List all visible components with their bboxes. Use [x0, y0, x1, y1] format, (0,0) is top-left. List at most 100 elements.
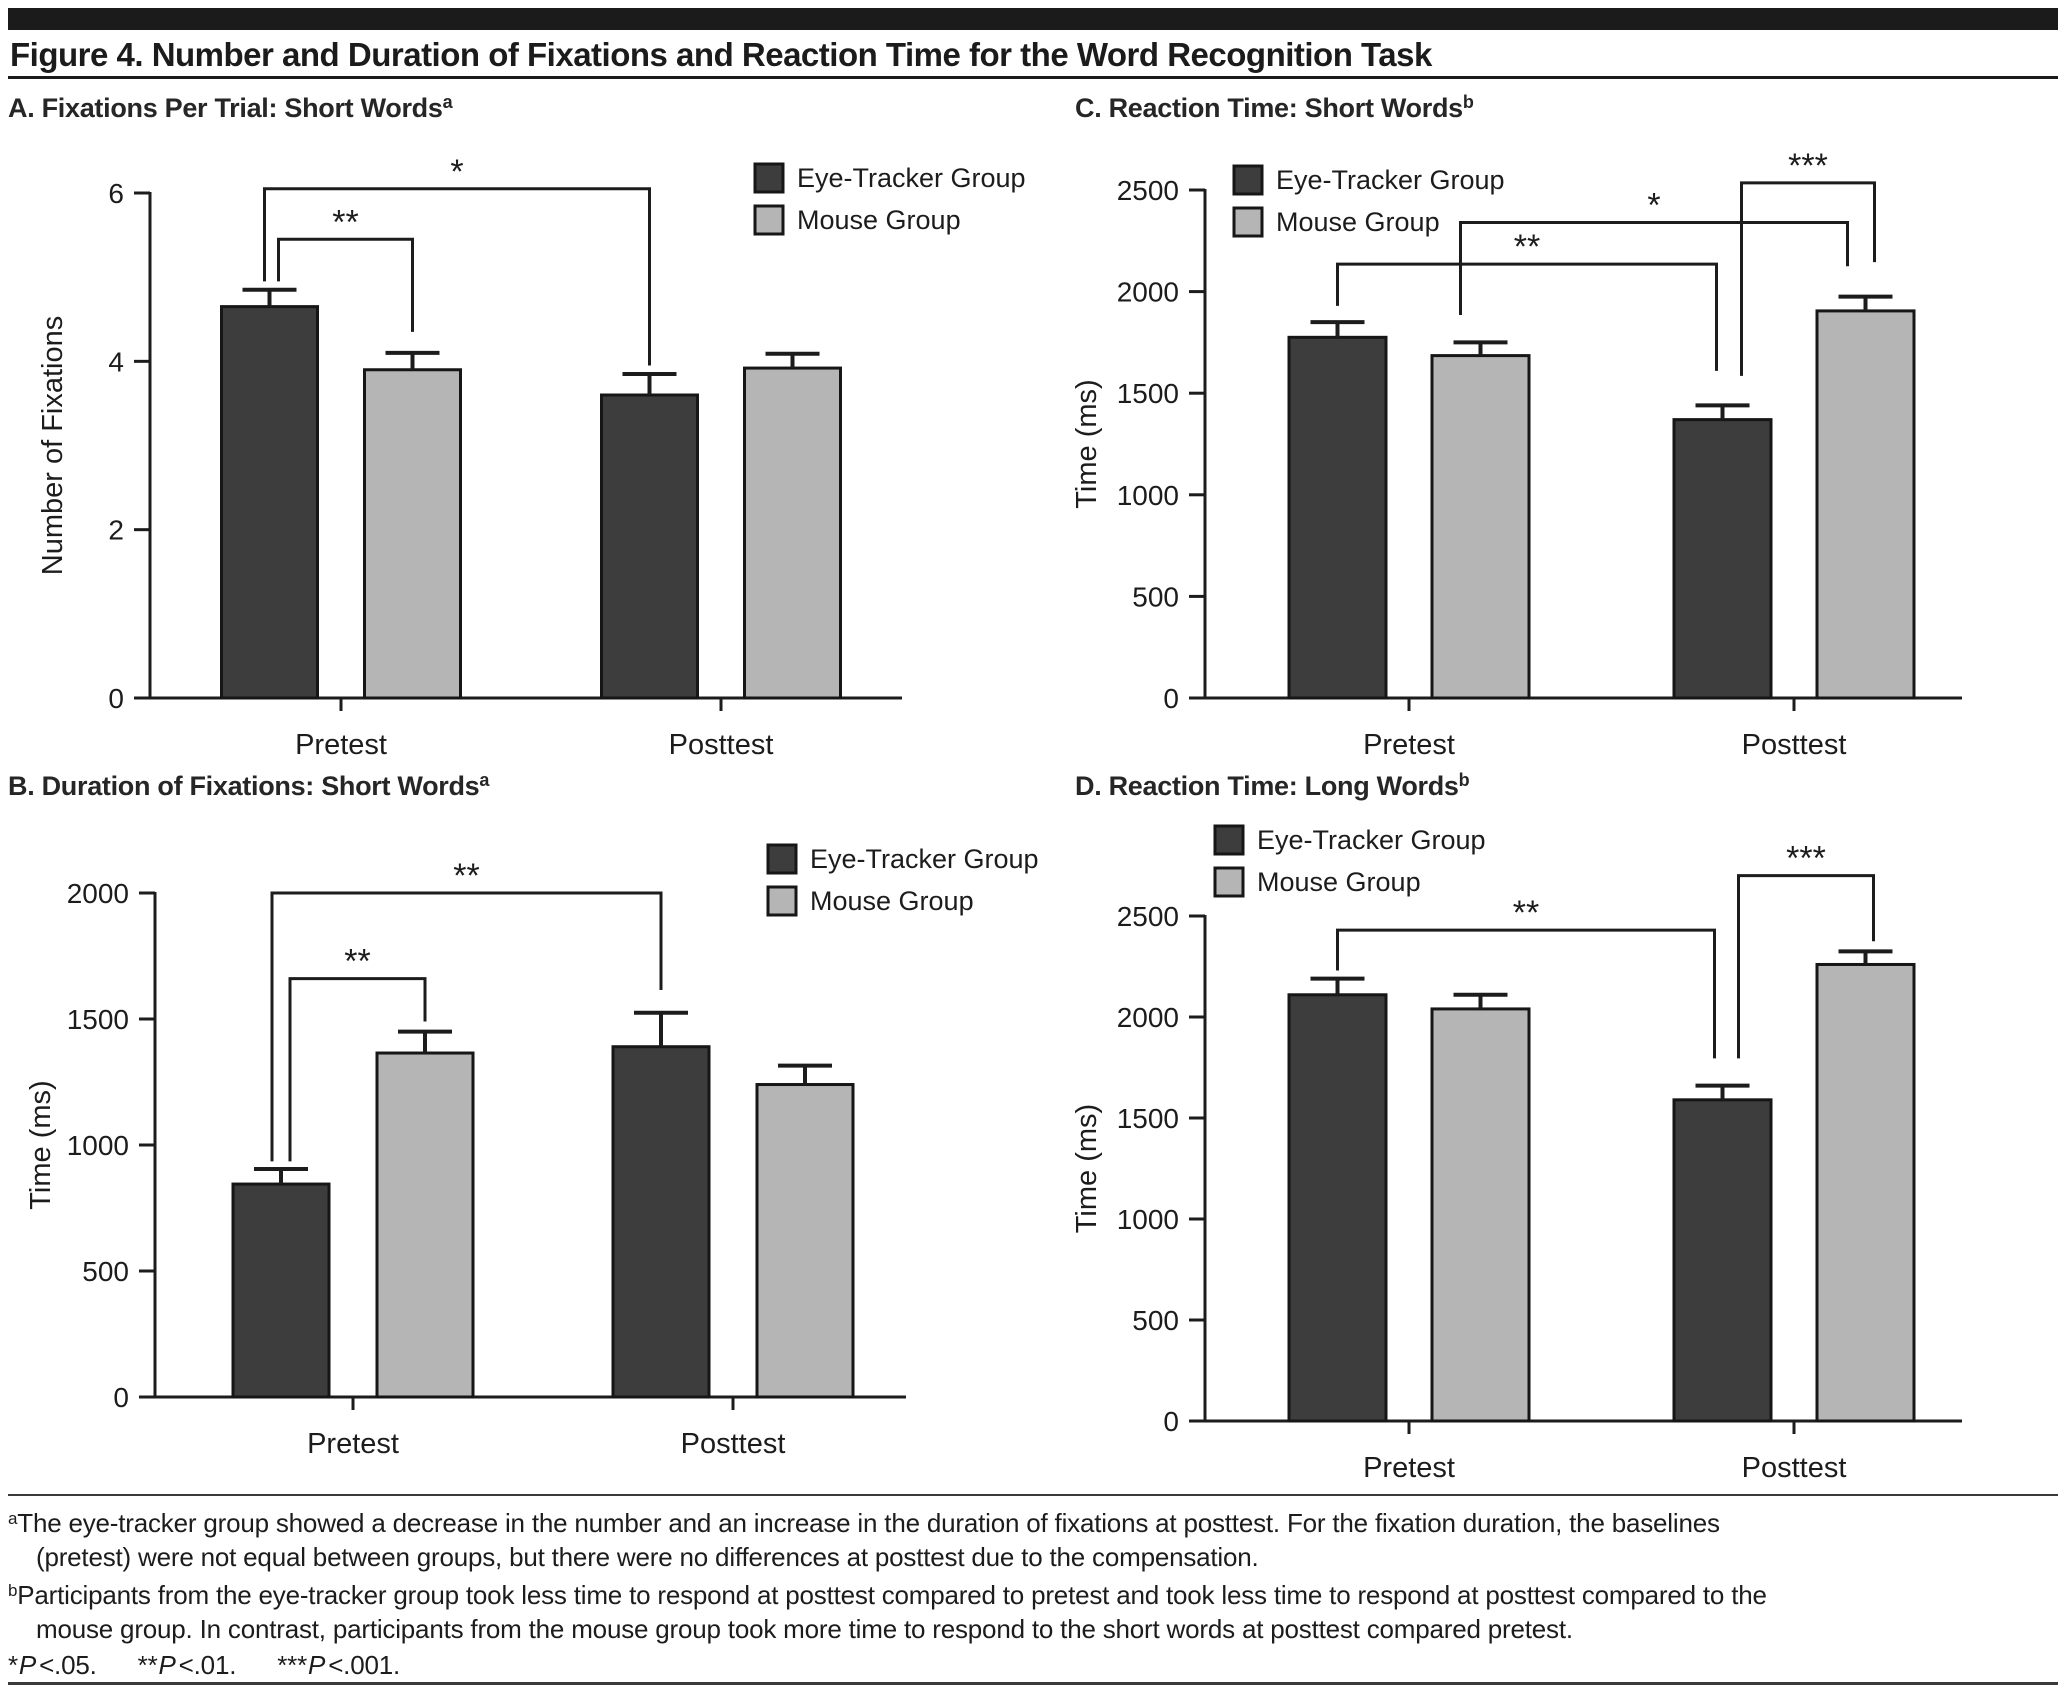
y-tick-label: 4: [108, 346, 124, 377]
legend-swatch: [1232, 206, 1264, 238]
footnote-a-text1: The eye-tracker group showed a decrease …: [17, 1508, 1720, 1538]
panel-b-superscript: a: [479, 770, 490, 790]
significance-stars: *: [8, 1650, 18, 1680]
significance-bracket: [1336, 262, 1718, 371]
y-tick-label: 1500: [1117, 378, 1179, 409]
y-tick-label: 0: [108, 683, 124, 714]
y-tick-label: 2500: [1117, 175, 1179, 206]
y-axis-title: Time (ms): [25, 1080, 57, 1209]
panel-d-title: D. Reaction Time: Long Words: [1075, 771, 1459, 801]
footnote-a-superscript: a: [8, 1509, 18, 1528]
panel-d-heading: D. Reaction Time: Long Wordsb: [1075, 770, 1470, 802]
footnote-a-line1: aThe eye-tracker group showed a decrease…: [8, 1502, 2058, 1540]
footnote-rule-top: [8, 1494, 2058, 1496]
significance-p: P: [308, 1650, 326, 1680]
x-category-label: Posttest: [1742, 729, 1847, 761]
bar: [231, 1182, 331, 1399]
legend-swatch: [766, 843, 798, 875]
panel-c-title: C. Reaction Time: Short Words: [1075, 93, 1463, 123]
y-axis-title: Time (ms): [1071, 1104, 1103, 1233]
y-tick-label: 1500: [67, 1004, 129, 1035]
bar: [755, 1083, 855, 1399]
x-category-label: Pretest: [295, 729, 387, 761]
figure-top-bar: [8, 8, 2058, 30]
footnote-rule-bottom: [8, 1682, 2058, 1685]
legend-label: Mouse Group: [1276, 207, 1440, 237]
significance-value: <.01.: [178, 1650, 237, 1680]
significance-bracket: [1737, 874, 1875, 1059]
panel-a-heading: A. Fixations Per Trial: Short Wordsa: [8, 92, 453, 124]
legend-label: Eye-Tracker Group: [810, 844, 1039, 874]
panel-c-heading: C. Reaction Time: Short Wordsb: [1075, 92, 1474, 124]
significance-item-1: *P <.05.: [8, 1650, 97, 1680]
significance-label: **: [332, 203, 358, 241]
y-tick-label: 2000: [67, 878, 129, 909]
figure-title: Figure 4. Number and Duration of Fixatio…: [10, 36, 1432, 73]
legend-swatch: [753, 162, 785, 194]
legend-label: Eye-Tracker Group: [1257, 825, 1486, 855]
bar: [1287, 335, 1388, 700]
significance-p: P: [18, 1650, 37, 1680]
bar: [1430, 354, 1531, 700]
y-tick-label: 500: [1132, 581, 1179, 612]
footnote-b-text1: Participants from the eye-tracker group …: [17, 1580, 1767, 1610]
y-tick-label: 0: [1163, 683, 1179, 714]
panel-d-superscript: b: [1458, 770, 1470, 790]
legend-label: Mouse Group: [797, 205, 961, 235]
y-tick-label: 1000: [1117, 1204, 1179, 1235]
footnote-b-line1: bParticipants from the eye-tracker group…: [8, 1574, 2058, 1612]
bar: [1430, 1007, 1531, 1423]
significance-label: ***: [1786, 840, 1826, 878]
x-category-label: Pretest: [1363, 1452, 1455, 1484]
y-tick-label: 2500: [1117, 901, 1179, 932]
footnote-b-text2: mouse group. In contrast, participants f…: [36, 1614, 1573, 1644]
legend-swatch: [1232, 164, 1264, 196]
significance-p: P: [158, 1650, 176, 1680]
y-tick-label: 1000: [67, 1130, 129, 1161]
significance-bracket: [277, 237, 414, 332]
bar: [1815, 309, 1916, 700]
x-category-label: Pretest: [307, 1428, 399, 1460]
legend-swatch: [753, 204, 785, 236]
bar: [1815, 962, 1916, 1423]
y-tick-label: 0: [1163, 1406, 1179, 1437]
legend-swatch: [766, 885, 798, 917]
significance-label: ***: [1788, 147, 1828, 185]
y-tick-label: 2: [108, 515, 124, 546]
y-axis-title: Number of Fixations: [37, 316, 69, 576]
significance-stars: **: [137, 1650, 158, 1680]
legend-label: Mouse Group: [810, 886, 974, 916]
significance-note: *P <.05. **P <.01. ***P <.001.: [8, 1648, 2058, 1682]
y-tick-label: 500: [82, 1256, 129, 1287]
panel-c-superscript: b: [1462, 92, 1474, 112]
significance-stars: ***: [277, 1650, 308, 1680]
footnote-a-text2: (pretest) were not equal between groups,…: [36, 1542, 1259, 1572]
y-tick-label: 2000: [1117, 277, 1179, 308]
bar: [220, 305, 319, 700]
legend-label: Mouse Group: [1257, 867, 1421, 897]
panel-a-superscript: a: [442, 92, 453, 112]
footnote-a-line2: (pretest) were not equal between groups,…: [8, 1540, 2058, 1574]
footnote-b-superscript: b: [8, 1581, 18, 1600]
footnote-b-line2: mouse group. In contrast, participants f…: [8, 1612, 2058, 1646]
significance-label: **: [344, 943, 370, 981]
y-axis-title: Time (ms): [1071, 379, 1103, 508]
title-rule: [8, 76, 2058, 79]
legend-label: Eye-Tracker Group: [797, 163, 1026, 193]
significance-bracket: [270, 891, 663, 1162]
significance-item-2: **P <.01.: [138, 1650, 237, 1680]
panel-b-heading: B. Duration of Fixations: Short Wordsa: [8, 770, 489, 802]
bar: [611, 1045, 711, 1399]
legend-swatch: [1213, 866, 1245, 898]
significance-value: <.001.: [328, 1650, 400, 1680]
x-category-label: Posttest: [1742, 1452, 1847, 1484]
significance-bracket: [263, 187, 651, 366]
significance-bracket: [1740, 181, 1876, 376]
significance-label: *: [1647, 187, 1660, 225]
significance-value: <.05.: [39, 1650, 97, 1680]
bar: [363, 368, 462, 700]
y-tick-label: 1500: [1117, 1103, 1179, 1134]
significance-bracket: [1459, 221, 1849, 315]
